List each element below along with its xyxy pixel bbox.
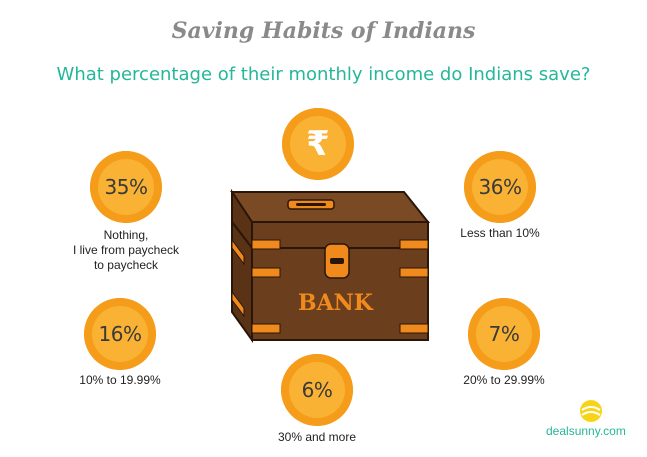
badge-less-than-10: 36% [464, 151, 536, 223]
brand-text: dealsunny.com [546, 424, 626, 438]
bank-text: BANK [298, 290, 373, 316]
sun-logo-icon [580, 400, 602, 422]
rupee-symbol: ₹ [306, 124, 330, 164]
value-10-to-19: 16% [98, 322, 142, 346]
label-30-and-more: 30% and more [266, 430, 368, 445]
chart-subtitle: What percentage of their monthly income … [56, 64, 591, 85]
value-20-to-29: 7% [488, 322, 520, 346]
label-line: Nothing, [103, 228, 149, 242]
label-10-to-19: 10% to 19.99% [66, 373, 174, 388]
money-box-icon [230, 188, 431, 344]
rupee-coin-icon: ₹ [282, 108, 354, 180]
label-line: 20% to 29.99% [463, 373, 545, 387]
label-line: I live from paycheck [72, 243, 180, 257]
badge-nothing: 35% [90, 151, 162, 223]
label-line: 10% to 19.99% [79, 373, 161, 387]
label-less-than-10: Less than 10% [450, 226, 550, 241]
badge-10-to-19: 16% [84, 298, 156, 370]
label-20-to-29: 20% to 29.99% [450, 373, 558, 388]
label-line: Less than 10% [460, 226, 540, 240]
chart-title: Saving Habits of Indians [171, 18, 476, 44]
badge-30-and-more: 6% [281, 354, 353, 426]
value-less-than-10: 36% [478, 175, 522, 199]
label-line: to paycheck [93, 258, 159, 272]
value-nothing: 35% [104, 175, 148, 199]
label-line: 30% and more [277, 430, 357, 444]
badge-20-to-29: 7% [468, 298, 540, 370]
value-30-and-more: 6% [301, 378, 333, 402]
label-nothing: Nothing, I live from paycheck to paychec… [60, 228, 192, 273]
